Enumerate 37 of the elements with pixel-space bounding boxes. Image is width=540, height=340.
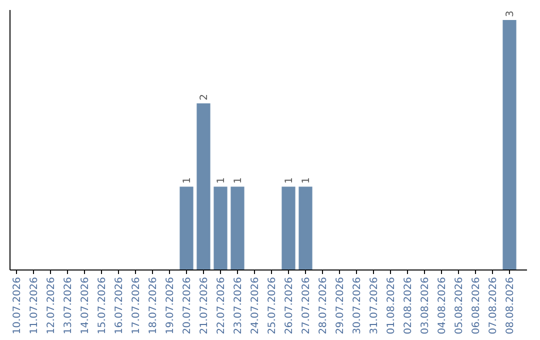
x-tick-label: 14.07.2026 (80, 277, 91, 334)
x-tick-label: 13.07.2026 (63, 277, 74, 334)
x-tick-label: 30.07.2026 (352, 277, 363, 334)
data-label: 1 (216, 177, 227, 184)
x-tick-label: 16.07.2026 (114, 277, 125, 334)
x-tick-label: 01.08.2026 (386, 277, 397, 334)
x-tick-label: 07.08.2026 (488, 277, 499, 334)
x-tick-label: 05.08.2026 (454, 277, 465, 334)
x-tick-label: 18.07.2026 (148, 277, 159, 334)
x-tick-label: 19.07.2026 (165, 277, 176, 334)
x-tick-label: 04.08.2026 (437, 277, 448, 334)
x-tick-label: 25.07.2026 (267, 277, 278, 334)
x-tick-label: 22.07.2026 (216, 277, 227, 334)
x-tick-label: 26.07.2026 (284, 277, 295, 334)
x-tick-label: 10.07.2026 (12, 277, 23, 334)
x-tick-label: 02.08.2026 (403, 277, 414, 334)
x-tick-label: 27.07.2026 (301, 277, 312, 334)
data-label: 1 (233, 177, 244, 184)
x-tick-label: 24.07.2026 (250, 277, 261, 334)
x-tick-label: 21.07.2026 (199, 277, 210, 334)
data-label: 3 (505, 10, 516, 17)
x-tick-label: 03.08.2026 (420, 277, 431, 334)
x-tick-label: 20.07.2026 (182, 277, 193, 334)
data-label: 1 (284, 177, 295, 184)
x-tick-label: 23.07.2026 (233, 277, 244, 334)
x-tick-label: 06.08.2026 (471, 277, 482, 334)
data-label: 1 (182, 177, 193, 184)
x-tick-label: 29.07.2026 (335, 277, 346, 334)
x-tick-label: 28.07.2026 (318, 277, 329, 334)
x-tick-label: 11.07.2026 (29, 277, 40, 334)
x-tick-label: 15.07.2026 (97, 277, 108, 334)
x-tick-label: 12.07.2026 (46, 277, 57, 334)
x-tick-label: 17.07.2026 (131, 277, 142, 334)
x-tick-label: 31.07.2026 (369, 277, 380, 334)
x-tick-label: 08.08.2026 (505, 277, 516, 334)
data-label: 1 (301, 177, 312, 184)
data-label: 2 (199, 94, 210, 100)
